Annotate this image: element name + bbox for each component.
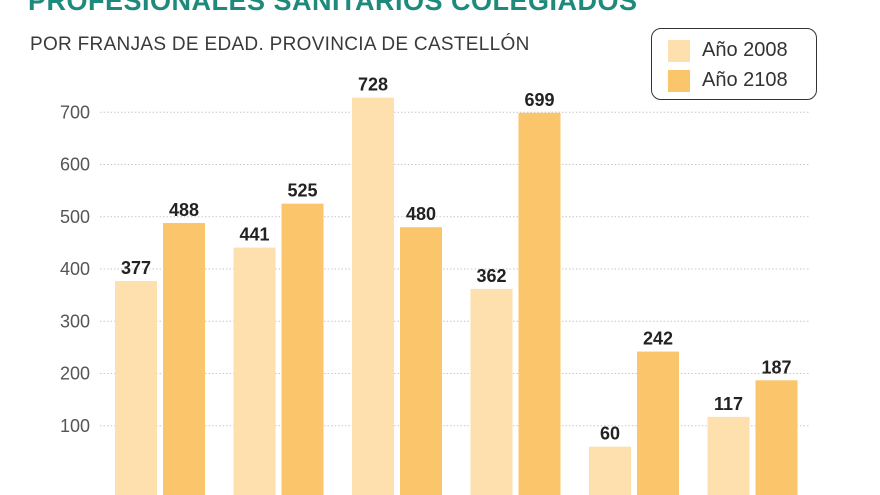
bar-value-label-1-0: 488 xyxy=(169,200,199,220)
bar-value-label-0-4: 60 xyxy=(600,424,620,444)
bar-value-label-0-3: 362 xyxy=(476,266,506,286)
legend-item-2108: Año 2108 xyxy=(668,69,788,92)
bar-1-5 xyxy=(755,380,798,495)
bar-value-label-1-4: 242 xyxy=(643,329,673,349)
y-tick-label-100: 100 xyxy=(60,416,90,436)
chart-subtitle: POR FRANJAS DE EDAD. PROVINCIA DE CASTEL… xyxy=(30,34,530,55)
bar-1-4 xyxy=(637,351,679,495)
bar-value-label-0-2: 728 xyxy=(358,75,388,95)
bar-value-label-1-5: 187 xyxy=(761,357,791,377)
legend-swatch-2108 xyxy=(668,69,690,92)
bar-1-3 xyxy=(518,112,561,495)
y-tick-label-400: 400 xyxy=(60,259,90,279)
y-tick-label-200: 200 xyxy=(60,364,90,384)
bar-value-label-1-2: 480 xyxy=(406,204,436,224)
bar-1-2 xyxy=(400,227,442,495)
bar-value-label-1-1: 525 xyxy=(287,181,317,201)
legend-label-2108: Año 2108 xyxy=(702,69,788,91)
y-tick-label-600: 600 xyxy=(60,155,90,175)
bar-0-1 xyxy=(233,247,276,495)
bar-0-3 xyxy=(470,288,513,495)
y-tick-label-300: 300 xyxy=(60,311,90,331)
chart-title: PROFESIONALES SANITARIOS COLEGIADOS xyxy=(28,0,638,16)
legend-item-2008: Año 2008 xyxy=(668,39,788,62)
bar-value-label-0-1: 441 xyxy=(239,225,269,245)
bar-1-0 xyxy=(163,223,205,495)
y-tick-label-500: 500 xyxy=(60,207,90,227)
bar-0-5 xyxy=(707,416,750,495)
bar-value-label-1-3: 699 xyxy=(524,90,554,110)
bar-1-1 xyxy=(281,203,324,495)
bar-0-0 xyxy=(115,281,157,495)
legend-swatch-2008 xyxy=(668,39,690,62)
legend-label-2008: Año 2008 xyxy=(702,39,788,61)
bar-0-2 xyxy=(352,97,394,495)
y-tick-label-700: 700 xyxy=(60,102,90,122)
bar-0-4 xyxy=(589,446,631,495)
legend: Año 2008 Año 2108 xyxy=(651,28,817,100)
bar-value-label-0-5: 117 xyxy=(714,394,743,414)
bar-value-label-0-0: 377 xyxy=(121,258,151,278)
